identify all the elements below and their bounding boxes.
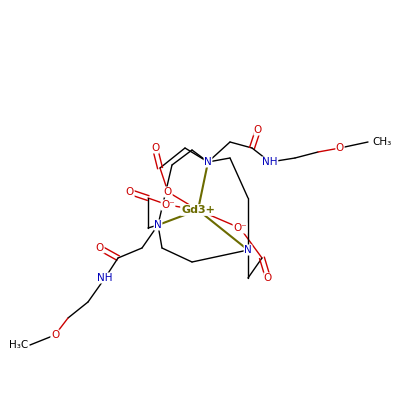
Text: NH: NH [97, 273, 113, 283]
Text: O: O [51, 330, 59, 340]
Text: N: N [204, 157, 212, 167]
Text: Gd3+: Gd3+ [181, 205, 215, 215]
Text: H₃C: H₃C [9, 340, 28, 350]
Text: O⁻: O⁻ [161, 200, 175, 210]
Text: CH₃: CH₃ [372, 137, 391, 147]
Text: N: N [154, 220, 162, 230]
Text: O: O [264, 273, 272, 283]
Text: NH: NH [262, 157, 278, 167]
Text: O: O [336, 143, 344, 153]
Text: O: O [254, 125, 262, 135]
Text: O: O [151, 143, 159, 153]
Text: O: O [96, 243, 104, 253]
Text: N: N [244, 245, 252, 255]
Text: O: O [164, 187, 172, 197]
Text: O⁻: O⁻ [233, 223, 247, 233]
Text: O: O [126, 187, 134, 197]
